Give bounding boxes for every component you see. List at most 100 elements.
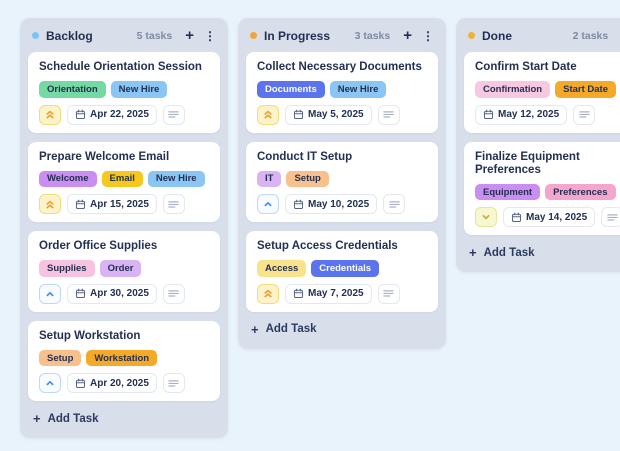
column-title: In Progress: [264, 28, 331, 43]
tag-list: Setup Workstation: [39, 350, 209, 367]
calendar-icon: [293, 199, 304, 209]
card-list: Collect Necessary Documents Documents Ne…: [238, 52, 446, 312]
tag: IT: [257, 170, 282, 188]
column-in-progress: In Progress 3 tasks + ⋮ Collect Necessar…: [238, 18, 446, 349]
task-card[interactable]: Setup Workstation Setup Workstation Apr …: [28, 320, 220, 402]
due-date-text: May 5, 2025: [308, 109, 364, 121]
task-title: Finalize Equipment Preferences: [475, 150, 580, 176]
due-date-chip[interactable]: Apr 22, 2025: [67, 104, 157, 125]
kebab-menu-icon[interactable]: ⋮: [422, 28, 434, 43]
priority-high-icon[interactable]: [257, 283, 279, 304]
task-title: Conduct IT Setup: [257, 150, 353, 163]
card-meta: May 5, 2025: [257, 104, 427, 125]
status-dot: [468, 32, 475, 39]
column-title: Backlog: [46, 28, 93, 43]
card-meta: Apr 20, 2025: [39, 373, 209, 394]
due-date-chip[interactable]: May 14, 2025: [503, 207, 596, 228]
priority-high-icon[interactable]: [39, 194, 61, 215]
task-card[interactable]: Collect Necessary Documents Documents Ne…: [246, 52, 438, 133]
priority-high-icon[interactable]: [39, 104, 61, 125]
card-meta: May 7, 2025: [257, 283, 427, 304]
card-list: Confirm Start Date Confirmation Start Da…: [456, 52, 620, 236]
calendar-icon: [511, 212, 522, 222]
due-date-chip[interactable]: May 12, 2025: [475, 104, 568, 125]
description-icon[interactable]: [377, 104, 400, 125]
calendar-icon: [75, 109, 86, 120]
add-card-icon[interactable]: +: [185, 27, 194, 44]
due-date-text: May 12, 2025: [498, 109, 560, 121]
add-task-button[interactable]: + Add Task: [456, 235, 548, 272]
chevron-up-icon: [46, 381, 54, 386]
due-date-text: Apr 20, 2025: [90, 377, 149, 389]
tag: Email: [101, 170, 143, 188]
calendar-icon: [293, 109, 304, 120]
description-icon[interactable]: [573, 104, 596, 125]
text-lines-icon: [168, 200, 180, 208]
text-lines-icon: [168, 111, 180, 118]
task-title: Confirm Start Date: [475, 61, 577, 73]
tag: Workstation: [86, 350, 158, 367]
task-card[interactable]: Setup Access Credentials Access Credenti…: [246, 231, 438, 312]
due-date-text: Apr 15, 2025: [90, 198, 149, 210]
priority-low-icon[interactable]: [475, 207, 497, 228]
task-title: Schedule Orientation Session: [39, 61, 202, 73]
description-icon[interactable]: [162, 283, 185, 304]
tag: Preferences: [545, 184, 616, 201]
priority-medium-icon[interactable]: [39, 283, 61, 304]
task-card[interactable]: Order Office Supplies Supplies Order Apr…: [28, 231, 220, 312]
tag: Credentials: [311, 260, 380, 277]
card-list: Schedule Orientation Session Orientation…: [20, 52, 228, 402]
description-icon[interactable]: [162, 194, 185, 215]
card-meta: Apr 30, 2025: [39, 283, 209, 304]
add-task-button[interactable]: + Add Task: [20, 401, 112, 438]
due-date-chip[interactable]: May 7, 2025: [285, 283, 372, 304]
calendar-icon: [293, 288, 304, 299]
priority-high-icon[interactable]: [257, 104, 279, 125]
text-lines-icon: [606, 214, 618, 221]
tag-list: Access Credentials: [257, 260, 427, 277]
priority-medium-icon[interactable]: [39, 373, 61, 394]
calendar-icon: [75, 288, 86, 299]
task-card[interactable]: Finalize Equipment Preferences Equipment…: [464, 141, 620, 236]
text-lines-icon: [383, 111, 394, 118]
add-card-icon[interactable]: +: [403, 27, 412, 44]
due-date-chip[interactable]: Apr 15, 2025: [67, 194, 157, 215]
tag-list: Equipment Preferences: [475, 184, 620, 201]
task-card[interactable]: Conduct IT Setup IT Setup May 10, 2025: [246, 141, 438, 223]
description-icon[interactable]: [383, 194, 406, 215]
due-date-chip[interactable]: May 10, 2025: [285, 194, 378, 215]
description-icon[interactable]: [377, 283, 400, 304]
task-title: Order Office Supplies: [39, 240, 158, 253]
tag: Confirmation: [475, 81, 551, 98]
add-task-button[interactable]: + Add Task: [238, 312, 330, 349]
card-meta: May 10, 2025: [257, 194, 427, 215]
due-date-chip[interactable]: Apr 30, 2025: [67, 283, 157, 304]
chevron-double-up-icon: [264, 290, 272, 298]
chevron-double-up-icon: [46, 200, 54, 209]
add-task-label: Add Task: [483, 246, 535, 259]
description-icon[interactable]: [601, 207, 620, 228]
task-card[interactable]: Schedule Orientation Session Orientation…: [28, 52, 220, 133]
board: Backlog 5 tasks + ⋮ Schedule Orientation…: [20, 18, 620, 439]
due-date-text: May 10, 2025: [308, 198, 370, 210]
description-icon[interactable]: [162, 373, 185, 394]
task-card[interactable]: Confirm Start Date Confirmation Start Da…: [464, 52, 620, 133]
column-header: Backlog 5 tasks + ⋮: [20, 18, 228, 52]
card-meta: Apr 22, 2025: [39, 104, 209, 125]
text-lines-icon: [383, 290, 394, 297]
tag-list: Supplies Order: [39, 260, 209, 277]
tag: Setup: [39, 350, 82, 367]
tag: New Hire: [110, 81, 168, 98]
add-task-label: Add Task: [265, 323, 317, 336]
add-task-label: Add Task: [47, 412, 99, 425]
description-icon[interactable]: [162, 104, 185, 125]
tag-list: Confirmation Start Date: [475, 81, 620, 98]
task-card[interactable]: Prepare Welcome Email Welcome Email New …: [28, 141, 220, 223]
tag: Orientation: [39, 81, 106, 98]
kebab-menu-icon[interactable]: ⋮: [204, 28, 216, 43]
due-date-chip[interactable]: Apr 20, 2025: [67, 373, 157, 394]
due-date-chip[interactable]: May 5, 2025: [285, 104, 372, 125]
plus-icon: +: [469, 245, 477, 261]
priority-medium-icon[interactable]: [257, 194, 279, 215]
text-lines-icon: [578, 111, 590, 118]
